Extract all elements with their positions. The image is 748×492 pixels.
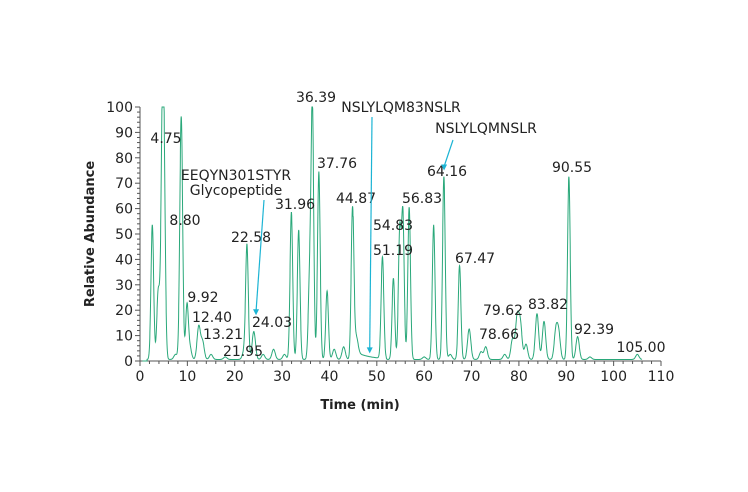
annotation-arrow <box>443 139 454 167</box>
y-tick-label: 30 <box>115 278 133 294</box>
peak-label: 21.95 <box>223 344 263 360</box>
y-tick-label: 80 <box>115 151 133 167</box>
arrowhead-icon <box>253 309 260 316</box>
peak-label: 4.75 <box>150 131 181 147</box>
x-tick-label: 20 <box>226 369 244 385</box>
y-tick-label: 40 <box>115 252 133 268</box>
peak-label: 56.83 <box>402 191 442 207</box>
peak-label: 12.40 <box>192 310 232 326</box>
y-tick-label: 70 <box>115 176 133 192</box>
peak-label: 31.96 <box>275 197 315 213</box>
annotation-label: EEQYN301STYR <box>181 168 291 184</box>
peak-label: 24.03 <box>252 315 292 331</box>
annotation-label: NSLYLQMNSLR <box>435 121 537 137</box>
peak-label: 44.87 <box>336 191 376 207</box>
x-axis-title: Time (min) <box>320 398 399 413</box>
peak-label: 51.19 <box>373 243 413 259</box>
peak-label: 37.76 <box>317 156 357 172</box>
x-tick-label: 110 <box>648 369 675 385</box>
peak-label: 92.39 <box>574 322 614 338</box>
peptide-annotation: NSLYLQM83NSLR <box>341 100 461 354</box>
y-tick-label: 50 <box>115 227 133 243</box>
peptide-annotation: NSLYLQMNSLR <box>435 121 537 171</box>
peak-label: 8.80 <box>169 213 200 229</box>
y-tick-label: 60 <box>115 202 133 218</box>
x-tick-label: 70 <box>463 369 481 385</box>
peak-label: 64.16 <box>427 164 467 180</box>
y-tick-label: 0 <box>124 354 133 370</box>
arrowhead-icon <box>441 164 448 171</box>
annotation-arrow <box>255 199 265 312</box>
x-tick-label: 60 <box>415 369 433 385</box>
peak-label: 90.55 <box>552 160 592 176</box>
x-tick-label: 30 <box>273 369 291 385</box>
x-tick-label: 80 <box>510 369 528 385</box>
peak-label: 78.66 <box>479 327 519 343</box>
peak-label: 13.21 <box>203 327 243 343</box>
x-tick-label: 90 <box>557 369 575 385</box>
y-tick-label: 10 <box>115 329 133 345</box>
annotation-label: NSLYLQM83NSLR <box>341 100 461 116</box>
y-axis-title: Relative Abundance <box>83 161 98 307</box>
x-tick-label: 10 <box>178 369 196 385</box>
x-tick-label: 100 <box>600 369 627 385</box>
peak-label: 105.00 <box>617 340 666 356</box>
arrowhead-icon <box>366 347 373 354</box>
annotation-arrow <box>369 116 373 350</box>
peak-label: 9.92 <box>187 290 218 306</box>
y-tick-label: 20 <box>115 303 133 319</box>
y-tick-label: 90 <box>115 125 133 141</box>
y-tick-label: 100 <box>106 100 133 116</box>
axes: 0 10 20 30 40 50 60 70 80 90 100 110 0 10 20 30 40 50 60 70… <box>106 100 674 385</box>
x-tick-label: 50 <box>368 369 386 385</box>
peak-label: 67.47 <box>455 251 495 267</box>
peak-label: 83.82 <box>528 297 568 313</box>
peak-label: 79.62 <box>483 303 523 319</box>
x-tick-label: 40 <box>321 369 339 385</box>
peak-label: 54.83 <box>373 218 413 234</box>
x-tick-label: 0 <box>136 369 145 385</box>
annotation-label: Glycopeptide <box>190 183 283 199</box>
peak-label: 22.58 <box>231 230 271 246</box>
chromatogram-trace <box>142 106 643 362</box>
peak-label: 36.39 <box>296 90 336 106</box>
